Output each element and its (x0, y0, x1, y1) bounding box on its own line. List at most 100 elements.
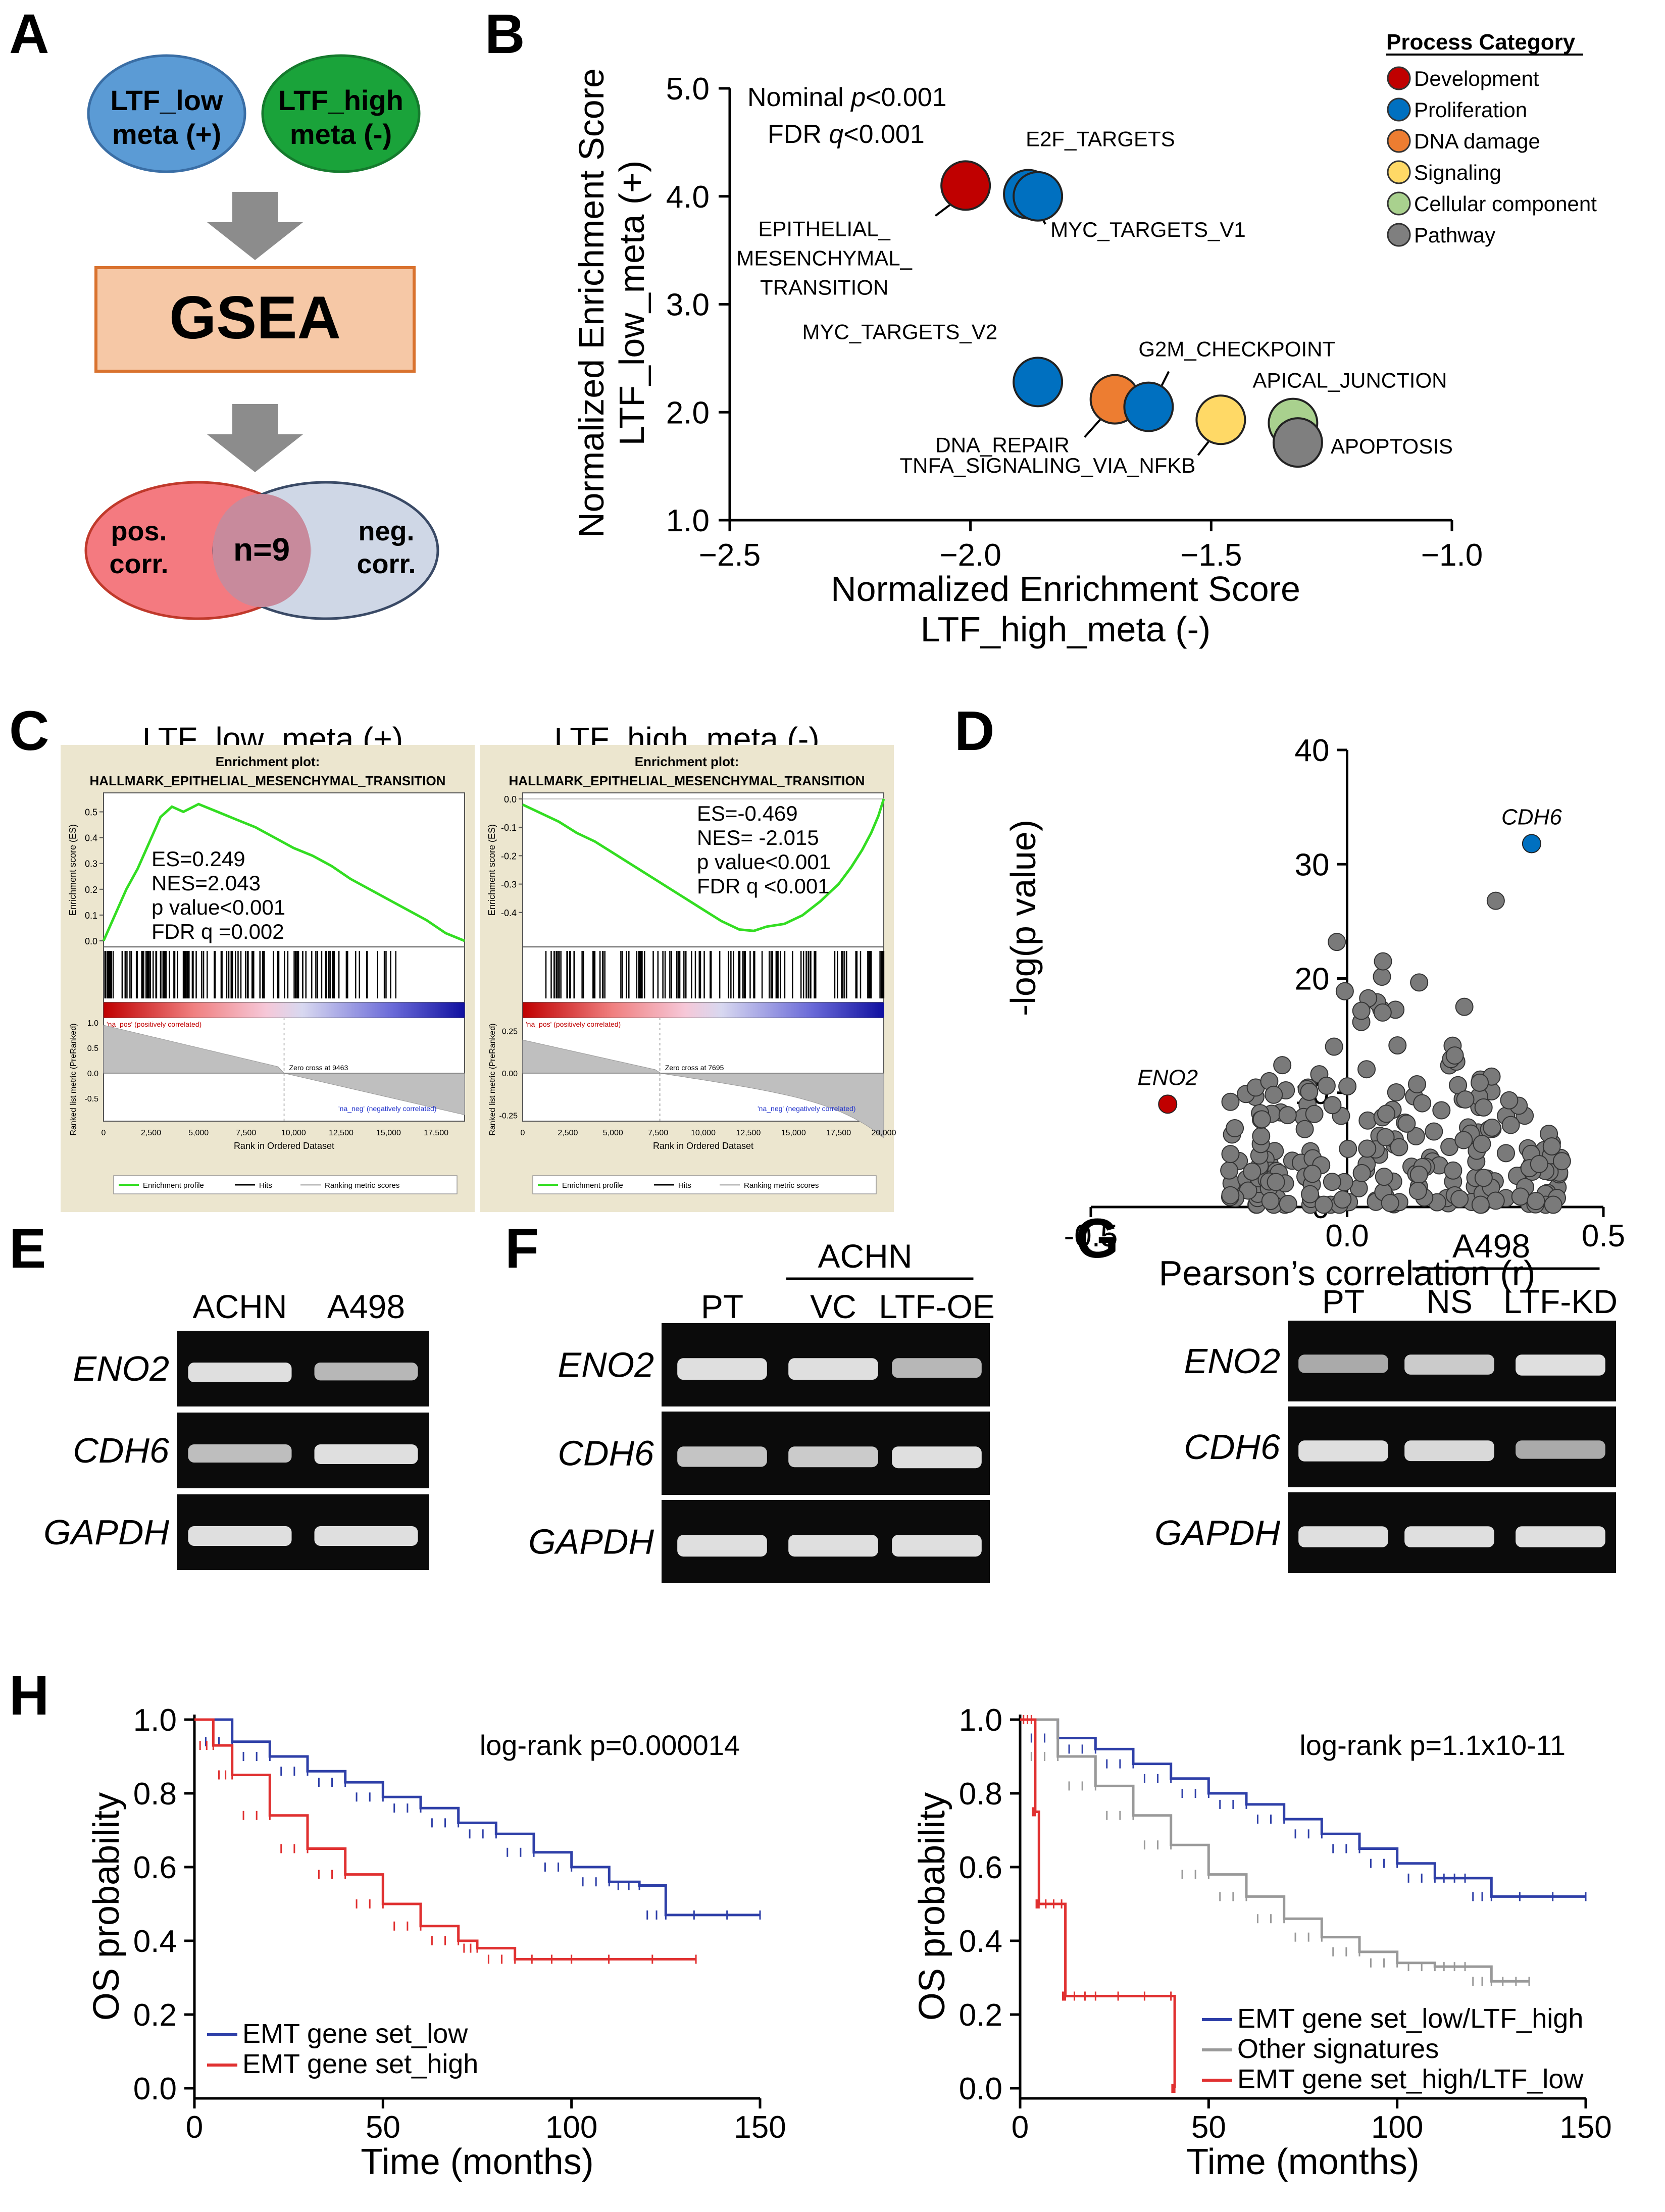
scatter-point (1195, 394, 1246, 445)
correlation-point (1303, 1165, 1322, 1183)
gel-band (314, 1526, 418, 1546)
gel-f: ACHN PT VC LTF-OE ENO2 CDH6 GAPDH (528, 1237, 995, 1583)
correlation-point (1474, 1098, 1493, 1117)
correlation-point (1358, 1111, 1377, 1130)
correlation-point (1352, 1001, 1371, 1020)
correlation-point (1376, 1128, 1395, 1146)
panel-c: C LTF_low_meta (+) LTF_high_meta (-) Enr… (9, 700, 896, 1212)
enrichment-profile-line (522, 798, 885, 932)
enrichment-profile-line (102, 802, 465, 942)
lane-label: A498 (327, 1288, 405, 1325)
x-tick-label: 20,000 (872, 1129, 896, 1137)
ltf-low-node-label-1: LTF_low (111, 84, 223, 116)
correlation-point (1500, 1091, 1519, 1110)
correlation-point (1501, 1116, 1520, 1134)
correlation-point (1432, 1101, 1451, 1120)
x-tick-label: 5,000 (603, 1129, 623, 1137)
gel-band (188, 1526, 292, 1546)
legend-swatch (1387, 129, 1411, 153)
correlation-point (1305, 1104, 1324, 1123)
correlation-point (1317, 1076, 1336, 1095)
zero-cross-label: Zero cross at 9463 (289, 1064, 348, 1072)
ltf-low-node-label-2: meta (+) (112, 118, 221, 150)
correlation-point (1413, 1094, 1432, 1113)
y-tick-label: 0.6 (959, 1850, 1002, 1885)
es-tick-label: 0.1 (85, 911, 97, 921)
x-axis-label: Time (months) (1186, 2142, 1419, 2182)
correlation-point (1252, 1127, 1271, 1145)
gel-band (892, 1535, 982, 1557)
correlation-point (1456, 1090, 1475, 1109)
log-rank-stat: log-rank p=0.000014 (480, 1729, 740, 1761)
correlation-point (1335, 982, 1354, 1000)
x-tick-label: 150 (734, 2110, 786, 2145)
y-axis-label: LTF_low_meta (+) (612, 161, 651, 446)
metric-tick-label: -0.5 (84, 1095, 98, 1103)
x-tick-label: 50 (1191, 2110, 1226, 2145)
b-stat-nominal: Nominal p<0.001 (747, 83, 947, 112)
legend-label: EMT gene set_high/LTF_low (1237, 2064, 1584, 2094)
correlation-point (1409, 1165, 1428, 1184)
x-tick-label: 10,000 (281, 1129, 306, 1137)
stat-line: NES= -2.015 (697, 826, 819, 849)
y-tick-label: 5.0 (666, 72, 710, 107)
legend-label: Hits (259, 1181, 272, 1190)
y-tick-label: 0.6 (133, 1850, 177, 1885)
correlation-point (1471, 1073, 1489, 1092)
legend-swatch (1387, 191, 1411, 216)
correlation-point (1315, 1195, 1333, 1214)
gene-label: ENO2 (558, 1345, 654, 1385)
x-tick-label: 17,500 (826, 1129, 851, 1137)
panel-f: F ACHN PT VC LTF-OE ENO2 CDH6 GAPDH (505, 1218, 995, 1583)
gel-band (188, 1444, 292, 1463)
x-axis-label: Normalized Enrichment Score (831, 569, 1300, 609)
x-tick-label: 50 (366, 2110, 400, 2145)
correlation-point (1530, 1154, 1548, 1173)
correlation-point (1221, 1145, 1240, 1164)
venn-pos-label-2: corr. (109, 549, 168, 579)
correlation-point (1425, 1122, 1443, 1141)
point-label: DNA_REPAIR (935, 433, 1069, 457)
rank-color-bar (104, 1002, 465, 1018)
panel-b-letter: B (485, 3, 525, 65)
es-tick-label: 0.3 (85, 859, 97, 869)
legend-label: Proliferation (1414, 98, 1527, 122)
gel-band (1516, 1440, 1605, 1459)
legend-title: Process Category (1386, 30, 1576, 55)
correlation-point (1388, 1036, 1407, 1054)
panel-a: A LTF_low meta (+) LTF_high meta (-) GSE… (9, 3, 439, 620)
neg-correlated-label: 'na_neg' (negatively correlated) (758, 1104, 855, 1113)
x-tick-label: −2.0 (939, 538, 1001, 573)
x-tick-label: -0.5 (1064, 1219, 1118, 1253)
lane-label: LTF-OE (879, 1288, 995, 1325)
plot-header: HALLMARK_EPITHELIAL_MESENCHYMAL_TRANSITI… (509, 773, 865, 788)
y-tick-label: 4.0 (666, 180, 710, 215)
legend-box (113, 1175, 458, 1194)
x-axis-label: Rank in Ordered Dataset (234, 1141, 334, 1151)
gel-band (892, 1446, 982, 1469)
x-tick-label: 7,500 (648, 1129, 668, 1137)
y-tick-label: 0.0 (959, 2072, 1002, 2106)
highlight-point (1158, 1094, 1178, 1114)
venn-overlap-count: n=9 (233, 531, 290, 568)
point-label: MYC_TARGETS_V2 (802, 320, 997, 343)
scatter-point (1013, 171, 1064, 222)
stat-line: ES=-0.469 (697, 801, 798, 825)
ranking-metric-area (522, 1039, 884, 1139)
gel-band (788, 1358, 878, 1380)
survival-curve (1020, 1718, 1176, 2088)
rank-color-bar (523, 1002, 884, 1018)
y-tick-label: 2.0 (666, 395, 710, 430)
stat-line: p value<0.001 (152, 895, 285, 919)
x-axis-label: Time (months) (361, 2142, 593, 2182)
correlation-point (1273, 1056, 1292, 1075)
es-tick-label: -0.2 (501, 851, 517, 861)
legend-label: Pathway (1414, 223, 1495, 247)
gel-band (677, 1358, 767, 1380)
panel-e-letter: E (9, 1218, 46, 1280)
y-tick-label: 0.8 (959, 1777, 1002, 1812)
stat-line: ES=0.249 (152, 847, 245, 871)
x-tick-label: 15,000 (781, 1129, 806, 1137)
lane-label: LTF-KD (1503, 1283, 1618, 1320)
legend-label: Signaling (1414, 161, 1501, 184)
